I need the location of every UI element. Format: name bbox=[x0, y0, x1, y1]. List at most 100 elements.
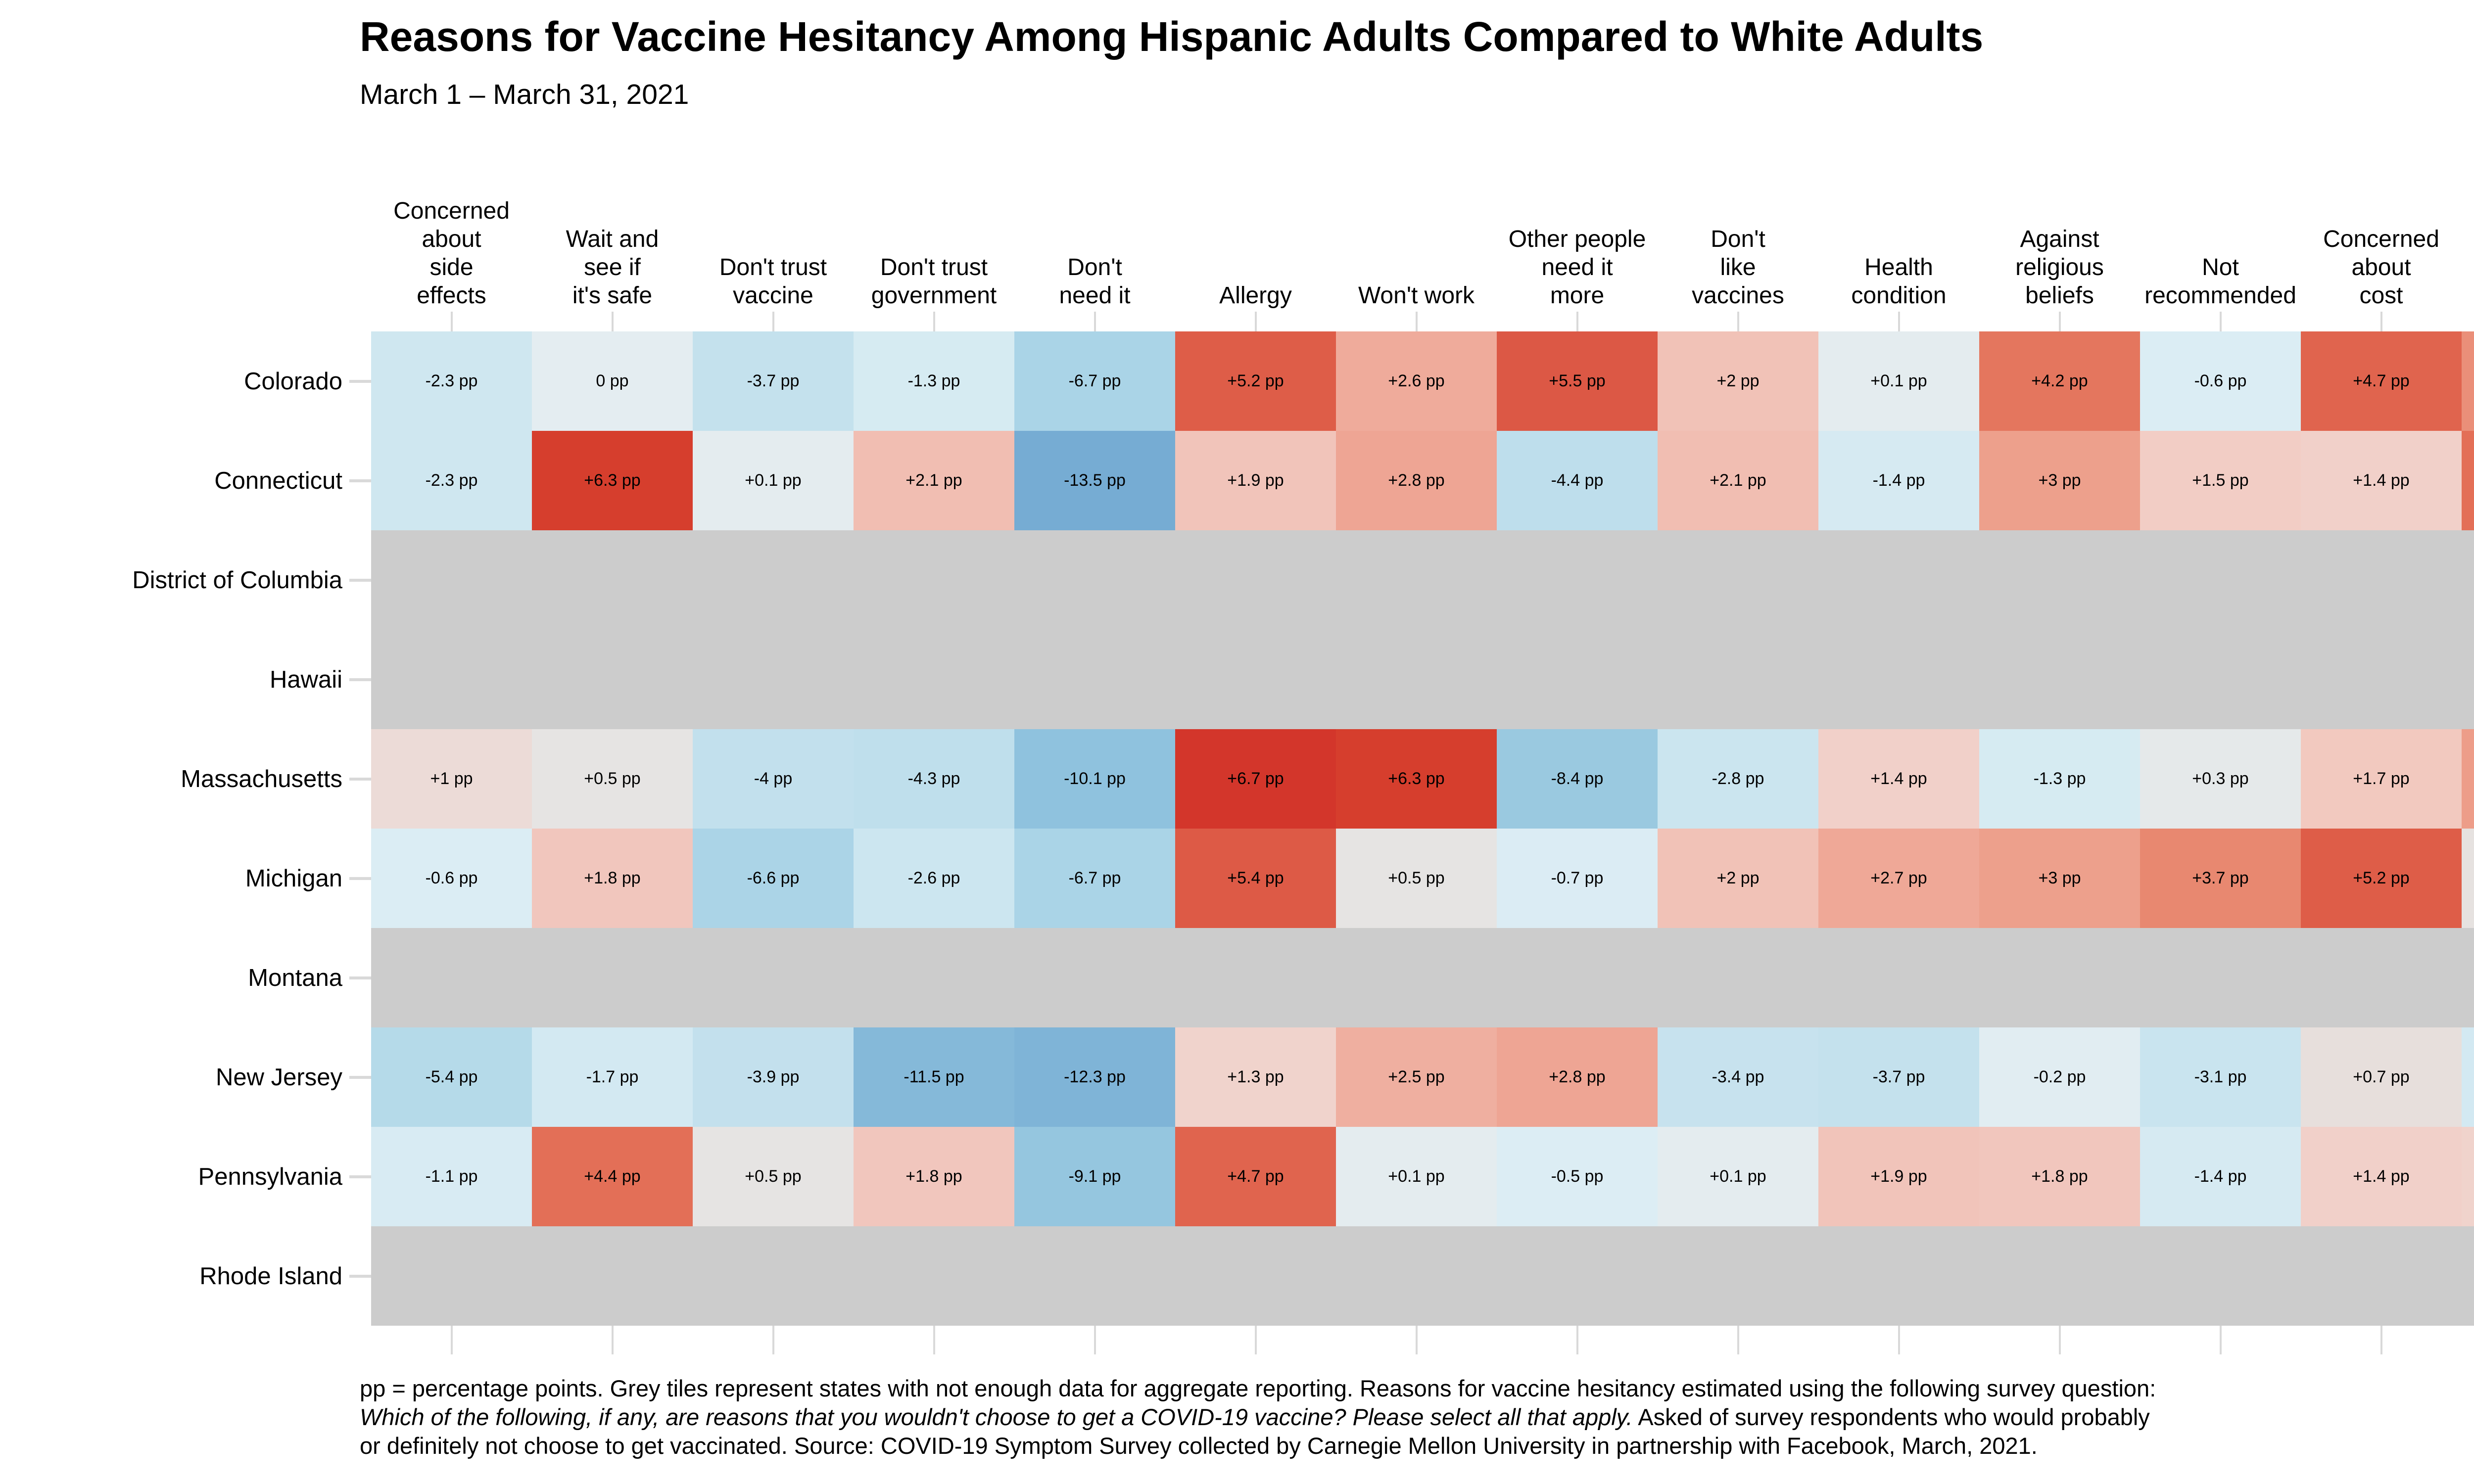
heatmap-cell bbox=[1175, 1226, 1336, 1326]
heatmap-cell bbox=[1658, 928, 1818, 1027]
heatmap-cell bbox=[2462, 928, 2474, 1027]
heatmap-cell bbox=[371, 1226, 532, 1326]
heatmap-cell bbox=[1979, 630, 2140, 729]
axis-tick bbox=[450, 312, 453, 331]
heatmap-cell bbox=[693, 630, 854, 729]
heatmap-cell: +2 pp bbox=[1658, 331, 1818, 431]
heatmap-cell: +5.2 pp bbox=[2301, 829, 2462, 928]
heatmap-cell: +1.9 pp bbox=[1175, 431, 1336, 530]
heatmap-cell: -0.6 pp bbox=[371, 829, 532, 928]
heatmap-cell: +6.3 pp bbox=[1336, 729, 1497, 829]
heatmap-cell bbox=[854, 630, 1014, 729]
axis-tick bbox=[349, 479, 371, 482]
heatmap-cell: -3.4 pp bbox=[1658, 1027, 1818, 1127]
row-label: Colorado bbox=[244, 368, 342, 395]
heatmap-cell: +0.5 pp bbox=[532, 729, 693, 829]
heatmap-cell: +4.7 pp bbox=[2301, 331, 2462, 431]
column-header: Not recommended bbox=[2144, 254, 2296, 309]
heatmap-cell bbox=[1175, 630, 1336, 729]
axis-tick bbox=[1254, 312, 1257, 331]
column-header: Concerned about cost bbox=[2323, 226, 2439, 309]
axis-tick bbox=[1254, 1326, 1257, 1354]
heatmap-cell: -2.3 pp bbox=[371, 331, 532, 431]
axis-tick bbox=[1576, 312, 1578, 331]
column-header: Against religious beliefs bbox=[2015, 226, 2104, 309]
column-header: Don't like vaccines bbox=[1692, 226, 1784, 309]
subtitle: March 1 – March 31, 2021 bbox=[360, 79, 689, 110]
heatmap-cell: +1.5 pp bbox=[2140, 431, 2301, 530]
heatmap-cell: +3.7 pp bbox=[2140, 829, 2301, 928]
axis-tick bbox=[2058, 312, 2061, 331]
column-header: Health condition bbox=[1851, 254, 1947, 309]
heatmap-cell: +6.3 pp bbox=[532, 431, 693, 530]
heatmap-cell: -10.1 pp bbox=[1014, 729, 1175, 829]
heatmap-cell: -3.7 pp bbox=[1818, 1027, 1979, 1127]
heatmap-cell bbox=[693, 928, 854, 1027]
heatmap-cell bbox=[1497, 928, 1658, 1027]
heatmap-cell: -0.5 pp bbox=[1497, 1127, 1658, 1226]
heatmap-cell: -6.7 pp bbox=[1014, 829, 1175, 928]
axis-tick bbox=[611, 1326, 614, 1354]
heatmap-cell: +1.8 pp bbox=[1979, 1127, 2140, 1226]
heatmap-cell: +1.4 pp bbox=[2301, 1127, 2462, 1226]
heatmap-cell bbox=[2140, 928, 2301, 1027]
heatmap-cell bbox=[371, 928, 532, 1027]
heatmap-cell bbox=[1497, 1226, 1658, 1326]
column-header: Wait and see if it's safe bbox=[566, 226, 659, 309]
axis-tick bbox=[2380, 1326, 2382, 1354]
heatmap-cell bbox=[1658, 530, 1818, 630]
heatmap-cell: +1.8 pp bbox=[532, 829, 693, 928]
axis-tick bbox=[2058, 1326, 2061, 1354]
row-label: Montana bbox=[248, 964, 342, 991]
heatmap-cell bbox=[1014, 1226, 1175, 1326]
row-label: Rhode Island bbox=[199, 1262, 342, 1290]
column-header: Allergy bbox=[1219, 282, 1292, 309]
axis-tick bbox=[349, 877, 371, 880]
column-header: Don't need it bbox=[1059, 254, 1131, 309]
heatmap-cell: -3.7 pp bbox=[693, 331, 854, 431]
heatmap-cell bbox=[1658, 630, 1818, 729]
axis-tick bbox=[933, 1326, 935, 1354]
heatmap-cell bbox=[2462, 630, 2474, 729]
axis-tick bbox=[1737, 1326, 1739, 1354]
axis-tick bbox=[1576, 1326, 1578, 1354]
heatmap-cell bbox=[2301, 1226, 2462, 1326]
heatmap-cell: +1.4 pp bbox=[2301, 431, 2462, 530]
heatmap-cell bbox=[1979, 530, 2140, 630]
heatmap-cell: +0.7 pp bbox=[2301, 1027, 2462, 1127]
heatmap-cell bbox=[1818, 530, 1979, 630]
column-headers: Concerned about side effects Wait and see… bbox=[371, 158, 2474, 310]
heatmap-cell bbox=[371, 630, 532, 729]
heatmap-cell: -2.8 pp bbox=[1658, 729, 1818, 829]
axis-tick bbox=[349, 1274, 371, 1278]
heatmap-cell bbox=[1979, 928, 2140, 1027]
heatmap-cell: +4.4 pp bbox=[2462, 431, 2474, 530]
heatmap-cell: -13.5 pp bbox=[1014, 431, 1175, 530]
heatmap-cell: +3.1 pp bbox=[2462, 729, 2474, 829]
axis-tick bbox=[1898, 312, 1900, 331]
axis-tick bbox=[349, 678, 371, 681]
heatmap-cell bbox=[1497, 630, 1658, 729]
heatmap-cell: +2.8 pp bbox=[1497, 1027, 1658, 1127]
axis-tick bbox=[349, 578, 371, 582]
heatmap-cell bbox=[1658, 1226, 1818, 1326]
heatmap-cell bbox=[1818, 928, 1979, 1027]
heatmap-cell: +1.7 pp bbox=[2301, 729, 2462, 829]
footnote-line-3: or definitely not choose to get vaccinat… bbox=[360, 1433, 2038, 1459]
footnote-line-1: pp = percentage points. Grey tiles repre… bbox=[360, 1375, 2156, 1401]
heatmap-cell: -0.2 pp bbox=[1979, 1027, 2140, 1127]
heatmap-cell bbox=[1979, 1226, 2140, 1326]
row-label: Hawaii bbox=[269, 666, 342, 693]
heatmap-cell bbox=[2301, 530, 2462, 630]
heatmap-cell: -1.3 pp bbox=[854, 331, 1014, 431]
column-header: Pregnancy bbox=[2453, 281, 2474, 310]
heatmap-cell: +1.9 pp bbox=[1818, 1127, 1979, 1226]
heatmap-cell: -1.3 pp bbox=[1979, 729, 2140, 829]
heatmap-cell: +0.5 pp bbox=[1336, 829, 1497, 928]
axis-tick bbox=[349, 1075, 371, 1079]
heatmap-cell: +1.4 pp bbox=[1818, 729, 1979, 829]
heatmap-cell bbox=[1497, 530, 1658, 630]
heatmap-cell: +4.2 pp bbox=[1979, 331, 2140, 431]
axis-tick bbox=[933, 312, 935, 331]
heatmap-cell: +1.3 pp bbox=[1175, 1027, 1336, 1127]
